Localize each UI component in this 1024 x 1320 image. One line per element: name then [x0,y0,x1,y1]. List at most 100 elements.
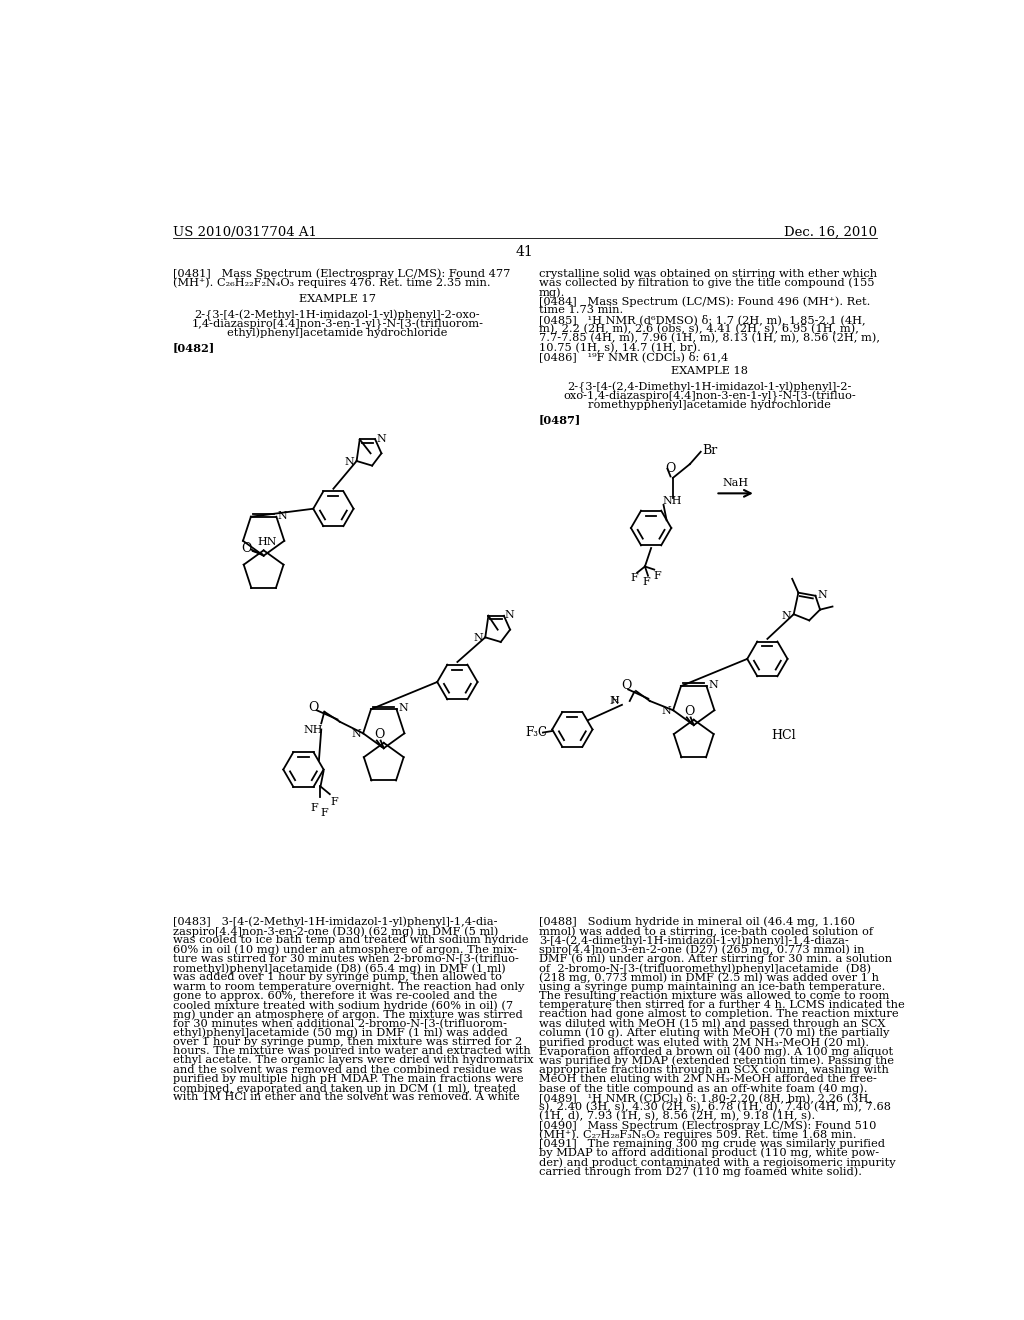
Text: Evaporation afforded a brown oil (400 mg). A 100 mg aliquot: Evaporation afforded a brown oil (400 mg… [539,1047,893,1057]
Text: of  2-bromo-N-[3-(trifluoromethyl)phenyl]acetamide  (D8): of 2-bromo-N-[3-(trifluoromethyl)phenyl]… [539,964,870,974]
Text: zaspiro[4.4]non-3-en-2-one (D30) (62 mg) in DMF (5 ml): zaspiro[4.4]non-3-en-2-one (D30) (62 mg)… [173,927,499,937]
Text: 10.75 (1H, s), 14.7 (1H, br).: 10.75 (1H, s), 14.7 (1H, br). [539,342,700,352]
Text: NH: NH [662,496,682,506]
Text: hours. The mixture was poured into water and extracted with: hours. The mixture was poured into water… [173,1047,530,1056]
Text: N: N [662,706,672,715]
Text: NH: NH [304,725,324,735]
Text: time 1.73 min.: time 1.73 min. [539,305,623,315]
Text: O: O [374,727,384,741]
Text: N: N [352,729,361,739]
Text: over 1 hour by syringe pump, then mixture was stirred for 2: over 1 hour by syringe pump, then mixtur… [173,1038,522,1047]
Text: O: O [242,541,252,554]
Text: gone to approx. 60%, therefore it was re-cooled and the: gone to approx. 60%, therefore it was re… [173,991,498,1001]
Text: 7.7-7.85 (4H, m), 7.96 (1H, m), 8.13 (1H, m), 8.56 (2H, m),: 7.7-7.85 (4H, m), 7.96 (1H, m), 8.13 (1H… [539,333,880,343]
Text: purified by multiple high pH MDAP. The main fractions were: purified by multiple high pH MDAP. The m… [173,1074,523,1084]
Text: combined, evaporated and taken up in DCM (1 ml), treated: combined, evaporated and taken up in DCM… [173,1084,516,1094]
Text: 60% in oil (10 mg) under an atmosphere of argon. The mix-: 60% in oil (10 mg) under an atmosphere o… [173,945,517,956]
Text: appropriate fractions through an SCX column, washing with: appropriate fractions through an SCX col… [539,1065,889,1074]
Text: was cooled to ice bath temp and treated with sodium hydride: was cooled to ice bath temp and treated … [173,936,528,945]
Text: temperature then stirred for a further 4 h. LCMS indicated the: temperature then stirred for a further 4… [539,1001,904,1010]
Text: [0486]   ¹⁹F NMR (CDCl₃) δ: 61,4: [0486] ¹⁹F NMR (CDCl₃) δ: 61,4 [539,351,728,363]
Text: was collected by filtration to give the title compound (155: was collected by filtration to give the … [539,277,874,288]
Text: EXAMPLE 17: EXAMPLE 17 [299,294,376,304]
Text: DMF (6 ml) under argon. After stirring for 30 min. a solution: DMF (6 ml) under argon. After stirring f… [539,954,892,965]
Text: [0484]   Mass Spectrum (LC/MS): Found 496 (MH⁺). Ret.: [0484] Mass Spectrum (LC/MS): Found 496 … [539,296,870,306]
Text: HCl: HCl [771,730,796,742]
Text: US 2010/0317704 A1: US 2010/0317704 A1 [173,226,316,239]
Text: N: N [817,590,826,601]
Text: N: N [473,634,483,643]
Text: crystalline solid was obtained on stirring with ether which: crystalline solid was obtained on stirri… [539,268,877,279]
Text: Br: Br [702,444,718,457]
Text: HN: HN [257,537,276,546]
Text: ethyl acetate. The organic layers were dried with hydromatrix: ethyl acetate. The organic layers were d… [173,1056,534,1065]
Text: [0490]   Mass Spectrum (Electrospray LC/MS): Found 510: [0490] Mass Spectrum (Electrospray LC/MS… [539,1121,877,1131]
Text: 3-[4-(2,4-dimethyl-1H-imidazol-1-yl)phenyl]-1,4-diaza-: 3-[4-(2,4-dimethyl-1H-imidazol-1-yl)phen… [539,936,849,946]
Text: was diluted with MeOH (15 ml) and passed through an SCX: was diluted with MeOH (15 ml) and passed… [539,1019,886,1030]
Text: N: N [505,610,514,620]
Text: F: F [643,577,650,587]
Text: Dec. 16, 2010: Dec. 16, 2010 [783,226,877,239]
Text: N: N [278,511,288,521]
Text: cooled mixture treated with sodium hydride (60% in oil) (7: cooled mixture treated with sodium hydri… [173,1001,513,1011]
Text: 2-{3-[4-(2,4-Dimethyl-1H-imidazol-1-yl)phenyl]-2-: 2-{3-[4-(2,4-Dimethyl-1H-imidazol-1-yl)p… [567,381,851,393]
Text: N: N [781,611,792,620]
Text: by MDAP to afford additional product (110 mg, white pow-: by MDAP to afford additional product (11… [539,1148,879,1159]
Text: N: N [344,457,354,467]
Text: [0481]   Mass Spectrum (Electrospray LC/MS): Found 477: [0481] Mass Spectrum (Electrospray LC/MS… [173,268,510,279]
Text: ture was stirred for 30 minutes when 2-bromo-N-[3-(trifluo-: ture was stirred for 30 minutes when 2-b… [173,954,519,964]
Text: The resulting reaction mixture was allowed to come to room: The resulting reaction mixture was allow… [539,991,889,1001]
Text: carried through from D27 (110 mg foamed white solid).: carried through from D27 (110 mg foamed … [539,1167,862,1177]
Text: [0485]   ¹H NMR (d⁶DMSO) δ: 1.7 (2H, m), 1.85-2.1 (4H,: [0485] ¹H NMR (d⁶DMSO) δ: 1.7 (2H, m), 1… [539,314,865,326]
Text: MeOH then eluting with 2M NH₃-MeOH afforded the free-: MeOH then eluting with 2M NH₃-MeOH affor… [539,1074,877,1084]
Text: reaction had gone almost to completion. The reaction mixture: reaction had gone almost to completion. … [539,1010,898,1019]
Text: [0489]   ¹H NMR (CDCl₃) δ: 1.80-2.20 (8H, bm), 2.26 (3H,: [0489] ¹H NMR (CDCl₃) δ: 1.80-2.20 (8H, … [539,1093,871,1104]
Text: N: N [376,434,386,444]
Text: [0491]   The remaining 300 mg crude was similarly purified: [0491] The remaining 300 mg crude was si… [539,1139,885,1148]
Text: F₃C: F₃C [525,726,548,739]
Text: der) and product contaminated with a regioisomeric impurity: der) and product contaminated with a reg… [539,1158,895,1168]
Text: was purified by MDAP (extended retention time). Passing the: was purified by MDAP (extended retention… [539,1056,894,1067]
Text: NaH: NaH [723,478,749,488]
Text: column (10 g). After eluting with MeOH (70 ml) the partially: column (10 g). After eluting with MeOH (… [539,1028,889,1039]
Text: ethyl)phenyl]acetamide (50 mg) in DMF (1 ml) was added: ethyl)phenyl]acetamide (50 mg) in DMF (1… [173,1028,508,1039]
Text: N: N [708,680,718,690]
Text: [0482]: [0482] [173,342,215,352]
Text: F: F [331,797,338,808]
Text: F: F [630,573,638,582]
Text: [0488]   Sodium hydride in mineral oil (46.4 mg, 1.160: [0488] Sodium hydride in mineral oil (46… [539,917,855,928]
Text: (MH⁺). C₂₇H₂₈F₃N₅O₂ requires 509. Ret. time 1.68 min.: (MH⁺). C₂₇H₂₈F₃N₅O₂ requires 509. Ret. t… [539,1130,856,1140]
Text: mmol) was added to a stirring, ice-bath cooled solution of: mmol) was added to a stirring, ice-bath … [539,927,872,937]
Text: (218 mg, 0.773 mmol) in DMF (2.5 ml) was added over 1 h: (218 mg, 0.773 mmol) in DMF (2.5 ml) was… [539,973,879,983]
Text: and the solvent was removed and the combined residue was: and the solvent was removed and the comb… [173,1065,522,1074]
Text: oxo-1,4-diazaspiro[4.4]non-3-en-1-yl}-N-[3-(trifluo-: oxo-1,4-diazaspiro[4.4]non-3-en-1-yl}-N-… [563,391,856,403]
Text: (MH⁺). C₂₆H₂₂F₂N₄O₃ requires 476. Ret. time 2.35 min.: (MH⁺). C₂₆H₂₂F₂N₄O₃ requires 476. Ret. t… [173,277,490,288]
Text: N: N [398,704,408,713]
Text: warm to room temperature overnight. The reaction had only: warm to room temperature overnight. The … [173,982,524,991]
Text: (1H, d), 7.93 (1H, s), 8.56 (2H, m), 9.18 (1H, s).: (1H, d), 7.93 (1H, s), 8.56 (2H, m), 9.1… [539,1111,815,1121]
Text: N: N [609,696,618,706]
Text: O: O [308,701,318,714]
Text: O: O [666,462,676,475]
Text: [0483]   3-[4-(2-Methyl-1H-imidazol-1-yl)phenyl]-1,4-dia-: [0483] 3-[4-(2-Methyl-1H-imidazol-1-yl)p… [173,917,498,928]
Text: mg).: mg). [539,286,565,297]
Text: 2-{3-[4-(2-Methyl-1H-imidazol-1-yl)phenyl]-2-oxo-: 2-{3-[4-(2-Methyl-1H-imidazol-1-yl)pheny… [195,309,480,321]
Text: mg) under an atmosphere of argon. The mixture was stirred: mg) under an atmosphere of argon. The mi… [173,1010,522,1020]
Text: EXAMPLE 18: EXAMPLE 18 [671,367,748,376]
Text: m), 2.2 (2H, m), 2.6 (obs, s), 4.41 (2H, s), 6.95 (1H, m),: m), 2.2 (2H, m), 2.6 (obs, s), 4.41 (2H,… [539,323,859,334]
Text: ethyl)phenyl]acetamide hydrochloride: ethyl)phenyl]acetamide hydrochloride [227,327,447,338]
Text: with 1M HCl in ether and the solvent was removed. A white: with 1M HCl in ether and the solvent was… [173,1093,520,1102]
Text: for 30 minutes when additional 2-bromo-N-[3-(trifluorom-: for 30 minutes when additional 2-bromo-N… [173,1019,507,1028]
Text: H: H [610,697,618,705]
Text: O: O [622,678,632,692]
Text: 1,4-diazaspiro[4.4]non-3-en-1-yl}-N-[3-(trifluorom-: 1,4-diazaspiro[4.4]non-3-en-1-yl}-N-[3-(… [191,318,483,330]
Text: using a syringe pump maintaining an ice-bath temperature.: using a syringe pump maintaining an ice-… [539,982,885,991]
Text: was added over 1 hour by syringe pump, then allowed to: was added over 1 hour by syringe pump, t… [173,973,502,982]
Text: F: F [310,804,318,813]
Text: s), 2.40 (3H, s), 4.30 (2H, s), 6.78 (1H, d), 7.40 (4H, m), 7.68: s), 2.40 (3H, s), 4.30 (2H, s), 6.78 (1H… [539,1102,891,1111]
Text: F: F [653,572,662,581]
Text: 41: 41 [516,244,534,259]
Text: romethyl)phenyl]acetamide (D8) (65.4 mg) in DMF (1 ml): romethyl)phenyl]acetamide (D8) (65.4 mg)… [173,964,506,974]
Text: purified product was eluted with 2M NH₃-MeOH (20 ml).: purified product was eluted with 2M NH₃-… [539,1038,869,1048]
Text: base of the title compound as an off-white foam (40 mg).: base of the title compound as an off-whi… [539,1084,867,1094]
